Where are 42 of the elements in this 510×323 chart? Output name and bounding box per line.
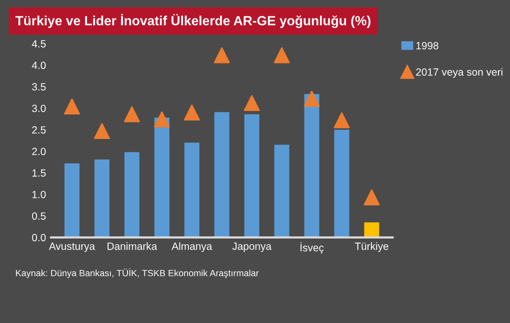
legend-label: 2017 veya son veri — [416, 68, 502, 78]
bar — [214, 112, 230, 238]
y-tick-label: 1.5 — [32, 169, 46, 177]
x-tick-label: Almanya — [172, 242, 212, 252]
point — [304, 90, 320, 107]
x-tick-label: Avusturya — [48, 242, 96, 252]
legend-label: 1998 — [416, 42, 438, 50]
x-tick-label: Türkiye — [354, 242, 388, 252]
text: Kaynak: Dünya Bankası, TÜİK, TSKB Ekonomik Araştırmalar — [16, 268, 259, 278]
point — [184, 104, 200, 120]
y-tick-label: 4.5 — [32, 40, 46, 48]
point — [94, 123, 110, 140]
bar — [244, 114, 260, 238]
y-tick-label: 1.0 — [32, 190, 46, 198]
y-tick-label: 4.0 — [32, 62, 46, 70]
point — [64, 98, 80, 114]
y-tick-label: 2.0 — [32, 148, 46, 156]
bar — [184, 142, 200, 238]
point — [334, 112, 350, 128]
x-tick-label: İsveç — [300, 242, 324, 254]
point — [244, 95, 260, 112]
bar — [64, 163, 80, 238]
x-tick-label: Japonya — [232, 242, 272, 252]
y-tick-label: 0.5 — [32, 212, 46, 220]
bar — [274, 144, 290, 238]
y-tick-label: 3.0 — [32, 104, 46, 112]
point — [274, 47, 290, 64]
y-tick-label: 0.0 — [32, 234, 46, 242]
y-tick-label: 2.5 — [32, 126, 46, 134]
bar — [154, 118, 170, 238]
bar — [124, 152, 140, 238]
bar — [304, 94, 320, 238]
bar — [364, 222, 380, 238]
point — [214, 47, 230, 64]
point — [154, 111, 170, 128]
x-tick-label: Danimarka — [108, 242, 158, 250]
bar — [334, 130, 350, 238]
bar — [94, 159, 110, 238]
y-tick-label: 3.5 — [32, 83, 46, 91]
point — [364, 189, 380, 206]
point — [124, 106, 140, 122]
chart-title: Türkiye ve Lider İnovatif Ülkelerde AR-GE yoğunluğu (%) — [15, 14, 370, 28]
